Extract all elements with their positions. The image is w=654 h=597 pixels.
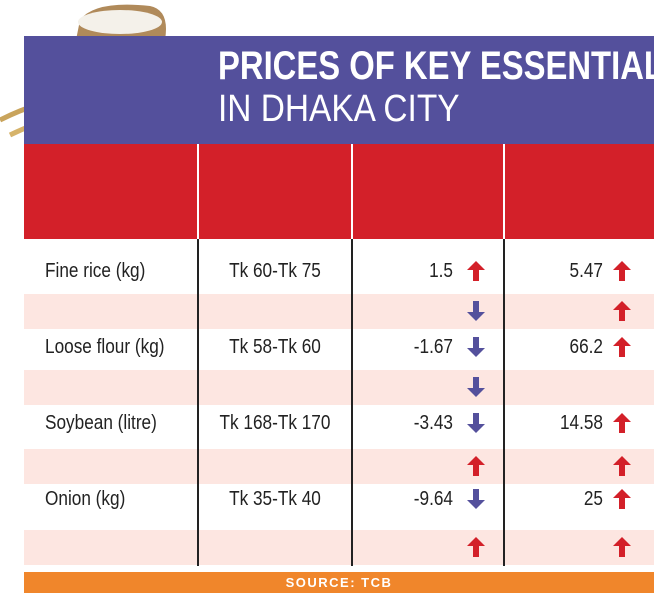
change-value-a: 1.5 — [429, 260, 453, 282]
change-arrow-a-down-icon — [467, 413, 485, 433]
item-name: Soybean (litre) — [45, 412, 157, 434]
change-value-a: -3.43 — [413, 412, 453, 434]
change-value-b: 66.2 — [569, 336, 603, 358]
item-name: Loose flour (kg) — [45, 336, 165, 358]
title-line1: PRICES OF KEY ESSENTIALS — [218, 44, 654, 88]
change-arrow-a-down-icon — [467, 489, 485, 509]
change-arrow-b-up-icon — [613, 261, 631, 281]
source-footer: SOURCE: TCB — [24, 572, 654, 593]
spacer-arrow-a-down-icon — [467, 377, 485, 397]
spacer-arrow-a-up-icon — [467, 537, 485, 557]
change-value-b: 5.47 — [569, 260, 603, 282]
header-band — [24, 144, 654, 239]
column-divider-2 — [351, 239, 353, 566]
change-arrow-b-up-icon — [613, 337, 631, 357]
spacer-arrow-b-up-icon — [613, 301, 631, 321]
header-divider-3 — [503, 144, 505, 239]
item-name: Fine rice (kg) — [45, 260, 146, 282]
change-arrow-a-up-icon — [467, 261, 485, 281]
spacer-arrow-b-up-icon — [613, 456, 631, 476]
spacer-arrow-b-up-icon — [613, 537, 631, 557]
spacer-arrow-a-up-icon — [467, 456, 485, 476]
item-price: Tk 35-Tk 40 — [229, 488, 321, 510]
change-arrow-a-down-icon — [467, 337, 485, 357]
change-arrow-b-up-icon — [613, 489, 631, 509]
title-line2: IN DHAKA CITY — [218, 88, 460, 130]
item-price: Tk 168-Tk 170 — [219, 412, 331, 434]
change-value-a: -1.67 — [413, 336, 453, 358]
change-value-b: 25 — [583, 488, 603, 510]
spacer-row — [24, 370, 654, 405]
change-arrow-b-up-icon — [613, 413, 631, 433]
spacer-row — [24, 449, 654, 484]
header-divider-2 — [351, 144, 353, 239]
title-band — [24, 36, 654, 144]
change-value-b: 14.58 — [559, 412, 603, 434]
change-value-a: -9.64 — [413, 488, 453, 510]
column-divider-3 — [503, 239, 505, 566]
item-price: Tk 58-Tk 60 — [229, 336, 321, 358]
spacer-row — [24, 294, 654, 329]
item-name: Onion (kg) — [45, 488, 126, 510]
spacer-row — [24, 530, 654, 565]
column-divider-1 — [197, 239, 199, 566]
header-divider-1 — [197, 144, 199, 239]
spacer-arrow-a-down-icon — [467, 301, 485, 321]
item-price: Tk 60-Tk 75 — [229, 260, 321, 282]
